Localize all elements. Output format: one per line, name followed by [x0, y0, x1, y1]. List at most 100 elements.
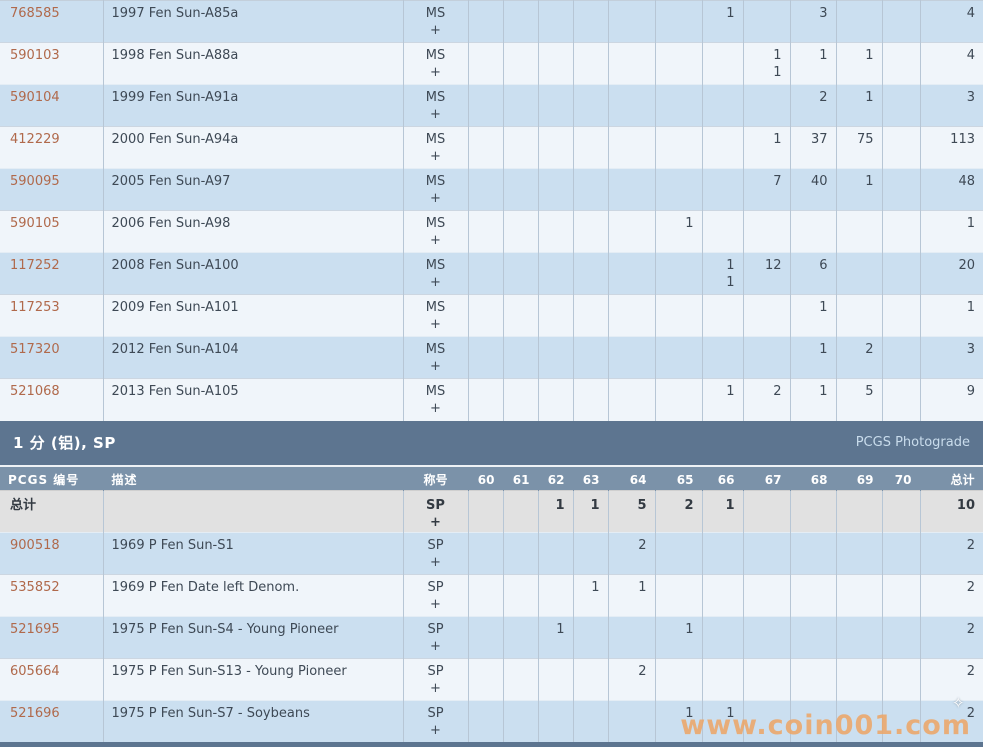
grade-70-count-cell: [882, 700, 921, 743]
pcgs-number-cell: 117252: [0, 252, 104, 295]
pcgs-number-link[interactable]: 117253: [10, 300, 60, 315]
grade-64-count-cell: [608, 126, 656, 169]
coin-row: 117253 2009 Fen Sun-A101 MS + 1 1: [0, 294, 983, 337]
column-header-grade-63: 63: [573, 466, 609, 491]
coin-row: 521696 1975 P Fen Sun-S7 - Soybeans SP + 1 1 2: [0, 700, 983, 743]
pcgs-number-link[interactable]: 590103: [10, 48, 60, 63]
designation-cell: MS +: [403, 336, 469, 379]
pcgs-number-cell: 412229: [0, 126, 104, 169]
pcgs-photograde-link[interactable]: PCGS Photograde: [855, 435, 970, 450]
coin-description: 2000 Fen Sun-A94a: [103, 126, 404, 169]
coin-row: 521068 2013 Fen Sun-A105 MS +1 2 1 5 9: [0, 378, 983, 421]
pcgs-number-link[interactable]: 521695: [10, 622, 60, 637]
grade-64-count-cell: [608, 210, 656, 253]
grade-70-count-cell: [882, 252, 921, 295]
pcgs-number-link[interactable]: 117252: [10, 258, 60, 273]
pcgs-number-link[interactable]: 517320: [10, 342, 60, 357]
column-header-grade-66: 66: [702, 466, 744, 491]
coin-description: 2012 Fen Sun-A104: [103, 336, 404, 379]
row-total-cell: 2: [920, 574, 983, 617]
grade-70-count-cell: [882, 168, 921, 211]
pcgs-number-link[interactable]: 768585: [10, 6, 60, 21]
population-table-sp-body: 总计 SP +1 1 5 2 1 10 900518 1969 P Fen Sun-S1 SP +2 2…: [0, 490, 983, 743]
grade-67-count-cell: 1: [743, 126, 791, 169]
grade-62-count-cell: [538, 84, 574, 127]
coin-row: 521695 1975 P Fen Sun-S4 - Young Pioneer S…: [0, 616, 983, 659]
pcgs-number-link[interactable]: 590105: [10, 216, 60, 231]
grade-63-count-cell: [573, 616, 609, 659]
grade-65-count-cell: [655, 126, 703, 169]
pcgs-number-cell: 900518: [0, 532, 104, 575]
grade-64-count-cell: 1: [608, 574, 656, 617]
grade-60-count-cell: [468, 42, 504, 85]
pcgs-number-link[interactable]: 590104: [10, 90, 60, 105]
grade-66-count-cell: [702, 658, 744, 701]
grade-60-count-cell: [468, 210, 504, 253]
pcgs-number-link[interactable]: 535852: [10, 580, 60, 595]
population-table-sp: PCGS 编号 描述 称号 60 61 62 63 64 65 66 67 68 69 70 总计 总计 SP…: [0, 466, 983, 743]
grade-68-count-cell: [790, 700, 837, 743]
grade-61-count-cell: [503, 658, 539, 701]
grade-66-count-cell: 1: [702, 700, 744, 743]
pcgs-number-link[interactable]: 521696: [10, 706, 60, 721]
row-total-cell: 2: [920, 658, 983, 701]
grade-64-count-cell: [608, 168, 656, 211]
coin-description: 2013 Fen Sun-A105: [103, 378, 404, 421]
designation-cell: SP +: [403, 658, 469, 701]
grade-69-count-cell: [836, 574, 883, 617]
column-header-pcgs-number: PCGS 编号: [0, 466, 104, 491]
grade-70-count-cell: [882, 126, 921, 169]
grade-61-count-cell: [503, 126, 539, 169]
grade-69-count-cell: 5: [836, 378, 883, 421]
grade-65-count-cell: [655, 294, 703, 337]
pcgs-number-link[interactable]: 900518: [10, 538, 60, 553]
column-header-row: PCGS 编号 描述 称号 60 61 62 63 64 65 66 67 68 69 70 总计: [0, 466, 983, 491]
grade-70-count-cell: [882, 294, 921, 337]
column-header-grade-70: 70: [882, 466, 921, 491]
totals-row: 总计 SP +1 1 5 2 1 10: [0, 490, 983, 533]
grade-65-count-cell: [655, 658, 703, 701]
grade-69-count-cell: 1: [836, 84, 883, 127]
grade-67-count-cell: [743, 616, 791, 659]
grade-60-count-cell: [468, 294, 504, 337]
grade-70-count-cell: [882, 210, 921, 253]
pcgs-number-link[interactable]: 590095: [10, 174, 60, 189]
table-bottom-border: [0, 742, 983, 747]
pcgs-number-cell: 117253: [0, 294, 104, 337]
grade-65-count-cell: [655, 574, 703, 617]
grade-62-count-cell: [538, 700, 574, 743]
row-total-cell: 4: [920, 42, 983, 85]
pcgs-number-link[interactable]: 605664: [10, 664, 60, 679]
grade-65-count-cell: [655, 42, 703, 85]
grade-68-count-cell: 1: [790, 294, 837, 337]
grade-61-count-cell: [503, 294, 539, 337]
grade-65-count-cell: [655, 378, 703, 421]
grade-68-count-cell: [790, 658, 837, 701]
grade-68-count-cell: 1: [790, 336, 837, 379]
grade-61-count-cell: [503, 210, 539, 253]
designation-cell: MS +: [403, 378, 469, 421]
designation-cell: MS +: [403, 42, 469, 85]
grade-63-count-cell: [573, 126, 609, 169]
grade-66-count-cell: [702, 210, 744, 253]
designation-cell: SP +: [403, 574, 469, 617]
designation-cell: SP +: [403, 532, 469, 575]
grade-61-count-cell: [503, 84, 539, 127]
grade-62-count-cell: [538, 126, 574, 169]
pcgs-number-link[interactable]: 412229: [10, 132, 60, 147]
grade-62-count-cell: [538, 378, 574, 421]
grade-62-count-cell: [538, 658, 574, 701]
column-header-grade-62: 62: [538, 466, 574, 491]
pcgs-number-link[interactable]: 521068: [10, 384, 60, 399]
row-total-cell: 1: [920, 210, 983, 253]
coin-description: 2009 Fen Sun-A101: [103, 294, 404, 337]
pcgs-number-cell: 590103: [0, 42, 104, 85]
coin-description: 1999 Fen Sun-A91a: [103, 84, 404, 127]
grade-67-count-cell: [743, 532, 791, 575]
column-header-grade-60: 60: [468, 466, 504, 491]
grade-68-count-cell: 1: [790, 42, 837, 85]
grade-69-count-cell: 1: [836, 168, 883, 211]
grade-68-count-cell: 37: [790, 126, 837, 169]
